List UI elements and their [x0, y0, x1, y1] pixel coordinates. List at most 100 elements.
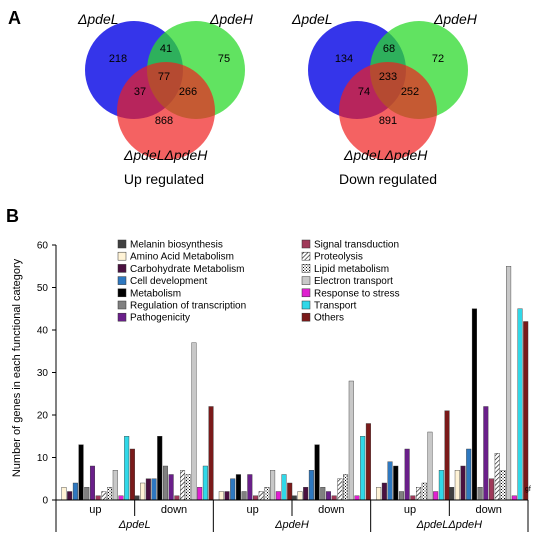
- bar: [107, 487, 113, 501]
- legend-swatch: [301, 312, 311, 322]
- legend-swatch: [301, 264, 311, 273]
- venn-down-count-lh-only: 891: [379, 115, 397, 127]
- legend-label: Pathogenicity: [130, 313, 190, 324]
- legend-swatch: [117, 288, 127, 298]
- bar: [180, 470, 186, 501]
- legend-label: Metabolism: [130, 288, 181, 299]
- bar: [511, 495, 517, 501]
- bar: [325, 491, 331, 501]
- bar: [185, 474, 191, 501]
- bar: [197, 487, 203, 501]
- bar: [404, 448, 410, 501]
- bar: [218, 491, 224, 501]
- bar: [303, 487, 309, 501]
- legend-swatch: [301, 288, 311, 298]
- venn-up-count-pdel-only: 218: [109, 53, 127, 65]
- bar: [168, 474, 174, 501]
- bar: [174, 495, 180, 501]
- bar: [477, 487, 483, 501]
- bar: [416, 487, 422, 501]
- venn-up-label-pdel: ΔpdeL: [77, 11, 119, 27]
- y-tick-label: 40: [37, 326, 49, 337]
- bar: [410, 495, 416, 501]
- legend-label: Proteolysis: [314, 252, 363, 263]
- y-tick-label: 10: [37, 453, 49, 464]
- bar: [61, 487, 67, 501]
- bar: [157, 436, 163, 501]
- venn-down-caption: Down regulated: [339, 171, 437, 187]
- venn-up-label-pdeh: ΔpdeH: [209, 11, 254, 27]
- x-tick-label: up: [404, 504, 416, 516]
- bar: [343, 474, 349, 501]
- legend-label: Response to stress: [314, 288, 400, 299]
- bar: [320, 487, 326, 501]
- bar: [438, 470, 444, 501]
- bar: [151, 478, 157, 501]
- legend-label: Cell development: [130, 276, 207, 287]
- bar: [494, 453, 500, 501]
- bar: [460, 465, 466, 501]
- venn-up-circle-pdelpdeh: [117, 62, 215, 160]
- legend-swatch: [117, 276, 127, 285]
- bar: [376, 487, 382, 501]
- venn-up-caption: Up regulated: [124, 171, 204, 187]
- legend-label: Lipid metabolism: [314, 264, 389, 275]
- x-tick-label: up: [247, 504, 259, 516]
- bar: [145, 478, 151, 501]
- venn-up-count-h-lh: 266: [179, 86, 197, 98]
- venn-up-count-lh-only: 868: [155, 115, 173, 127]
- bar: [235, 474, 241, 501]
- venn-down-count-pdeh-only: 72: [432, 53, 444, 65]
- bar-chart: Number of genes in each functional categ…: [11, 239, 531, 532]
- legend-swatch: [117, 239, 127, 249]
- bar: [134, 495, 140, 501]
- legend-swatch: [117, 251, 127, 261]
- legend-label: Regulation of transcription: [130, 301, 246, 312]
- legend-label: Melanin biosynthesis: [130, 240, 223, 251]
- x-tick-label: up: [89, 504, 101, 516]
- x-group-label: ΔpdeLΔpdeH: [416, 519, 483, 531]
- legend-label: Signal transduction: [314, 240, 399, 251]
- bar: [454, 470, 460, 501]
- bar: [500, 470, 506, 501]
- legend-swatch: [117, 264, 127, 273]
- bar: [331, 495, 337, 501]
- bar: [124, 436, 130, 501]
- bar: [208, 406, 214, 501]
- venn-down-count-h-lh: 252: [401, 86, 419, 98]
- venn-up-count-l-h: 41: [160, 43, 172, 55]
- bar: [354, 495, 360, 501]
- bar: [466, 448, 472, 501]
- bar: [365, 423, 371, 501]
- bar: [287, 482, 293, 501]
- venn-up: ΔpdeL ΔpdeH ΔpdeLΔpdeH 218 75 41 77 37 2…: [77, 11, 254, 187]
- y-tick-label: 20: [37, 411, 49, 422]
- y-tick-label: 30: [37, 368, 49, 379]
- legend-swatch: [117, 312, 127, 322]
- bar: [489, 478, 495, 501]
- y-axis-label: Number of genes in each functional categ…: [11, 258, 23, 477]
- bar: [129, 448, 135, 501]
- legend-label: Others: [314, 313, 344, 324]
- legend-swatch: [117, 300, 127, 310]
- y-tick-label: 0: [42, 496, 48, 507]
- panel-a-letter: A: [8, 8, 21, 28]
- y-axis: 0 10 20 30 40 50 60: [37, 241, 57, 507]
- bar: [348, 380, 354, 501]
- bar: [421, 482, 427, 501]
- bar: [247, 474, 253, 501]
- bar: [72, 482, 78, 501]
- bar: [95, 495, 101, 501]
- bar: [270, 470, 276, 501]
- bar: [297, 491, 303, 501]
- bar: [162, 465, 168, 501]
- bar: [291, 495, 297, 501]
- bar: [84, 487, 90, 501]
- venn-up-count-all: 77: [158, 71, 170, 83]
- legend-label: Transport: [314, 301, 357, 312]
- legend-swatch: [301, 300, 311, 310]
- venn-down-count-all: 233: [379, 71, 397, 83]
- bar: [281, 474, 287, 501]
- venn-down-count-l-h: 68: [383, 43, 395, 55]
